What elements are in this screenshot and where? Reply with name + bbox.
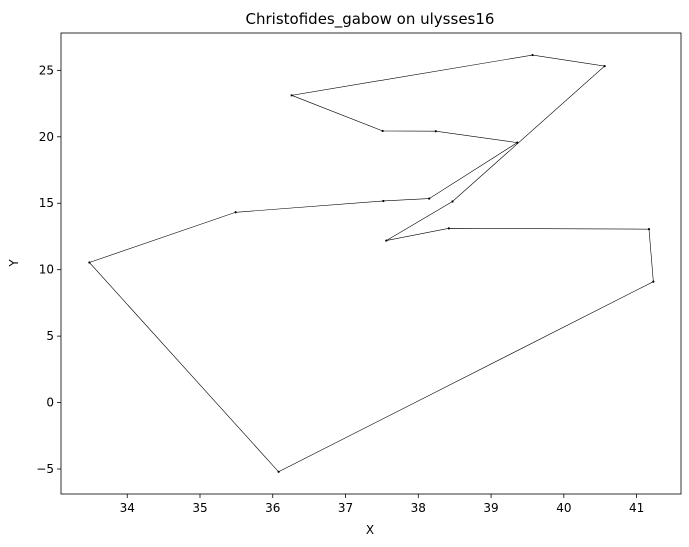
x-axis-label: X xyxy=(366,523,374,537)
x-tick-label: 40 xyxy=(556,501,571,515)
y-axis-label: Y xyxy=(7,259,21,268)
city-point xyxy=(382,199,385,203)
y-tick-label: 25 xyxy=(39,63,54,77)
axis-ticks: 34 35 36 37 38 39 40 41 −5 0 5 10 15 20 25 xyxy=(36,63,644,515)
axes-frame xyxy=(60,32,682,495)
x-tick-label: 37 xyxy=(338,501,353,515)
y-tick-label: −5 xyxy=(36,462,54,476)
chart-title: Christofides_gabow on ulysses16 xyxy=(246,10,495,29)
city-point xyxy=(531,53,534,57)
city-point xyxy=(447,227,450,230)
tour-route-line xyxy=(88,54,654,473)
city-point xyxy=(516,141,519,144)
y-tick-label: 20 xyxy=(39,130,54,144)
city-point xyxy=(385,239,388,242)
x-tick-label: 35 xyxy=(192,501,207,515)
y-tick-label: 15 xyxy=(39,196,54,210)
city-point xyxy=(381,129,384,133)
y-tick-label: 5 xyxy=(46,329,54,343)
city-point xyxy=(88,261,91,264)
x-tick-label: 36 xyxy=(265,501,280,515)
plot-area xyxy=(88,53,655,473)
x-tick-label: 34 xyxy=(120,501,135,515)
city-point xyxy=(647,228,651,231)
city-point xyxy=(451,200,454,203)
x-tick-label: 39 xyxy=(483,501,498,515)
city-point xyxy=(234,211,237,214)
x-tick-label: 41 xyxy=(629,501,644,515)
x-tick-label: 38 xyxy=(411,501,426,515)
city-point xyxy=(434,130,437,133)
city-point xyxy=(277,470,280,473)
city-point xyxy=(603,64,606,68)
city-point xyxy=(428,197,431,200)
y-tick-label: 10 xyxy=(39,263,54,277)
y-tick-label: 0 xyxy=(46,396,54,410)
city-point xyxy=(652,280,655,283)
city-point xyxy=(290,94,293,97)
